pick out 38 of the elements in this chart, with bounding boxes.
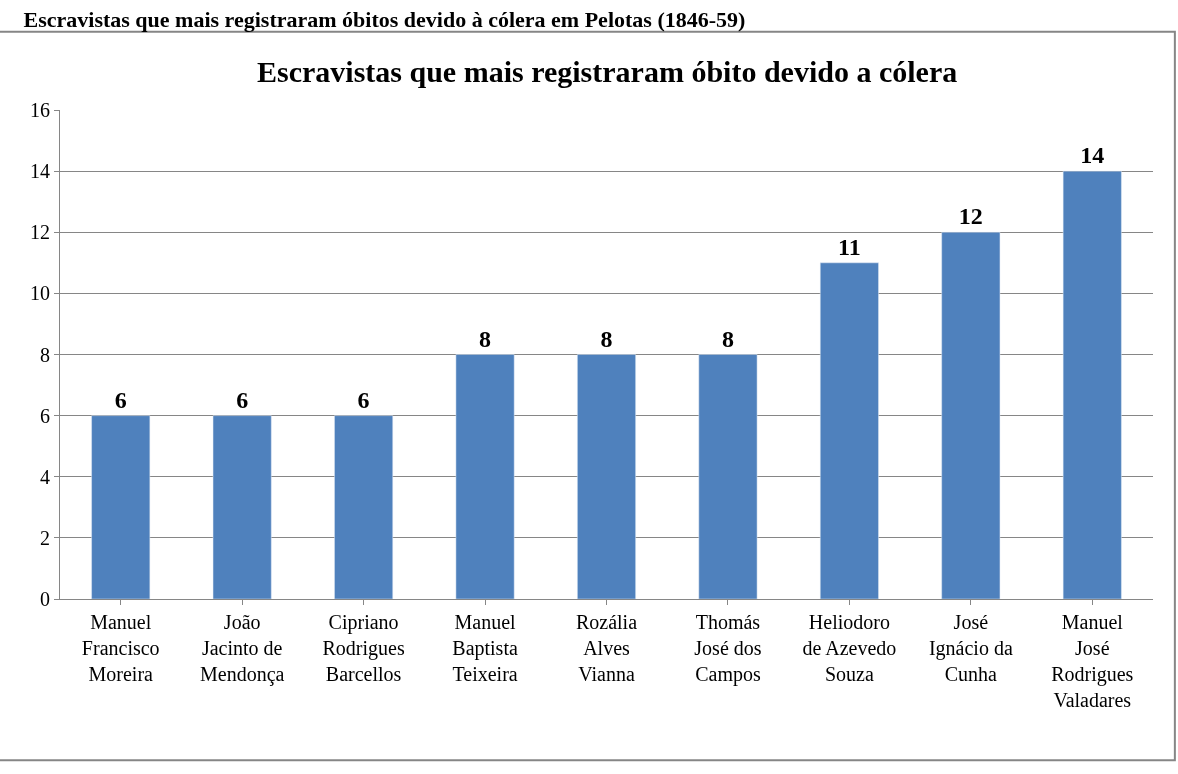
x-tick-label: Heliodoro de Azevedo Souza: [802, 611, 897, 685]
y-tick-label: 6: [40, 404, 50, 427]
data-label: 14: [1080, 142, 1105, 169]
data-label: 8: [600, 325, 613, 352]
bar: [577, 354, 636, 599]
chart-subtitle: Escravistas que mais registraram óbito devido a cólera: [257, 55, 958, 88]
bar: [941, 232, 1001, 599]
bar: [819, 262, 879, 599]
y-tick-label: 14: [30, 160, 50, 183]
data-label: 12: [958, 203, 983, 230]
y-tick-label: 8: [40, 343, 50, 366]
x-tick-label: Cipriano Rodrigues Barcellos: [322, 611, 405, 685]
bar: [334, 415, 394, 599]
y-tick-label: 10: [30, 282, 50, 305]
x-tick-label: Thomás José dos Campos: [694, 611, 762, 686]
y-tick-label: 12: [30, 221, 50, 244]
y-tick-label: 0: [40, 588, 50, 610]
data-label: 8: [479, 325, 492, 352]
bar: [455, 354, 515, 599]
bar: [1062, 170, 1122, 599]
data-label: 6: [357, 386, 370, 413]
bar: [698, 354, 758, 599]
data-label: 11: [838, 233, 861, 260]
x-tick-label: Manuel José Rodrigues Valadares: [1051, 611, 1134, 711]
chart-title: Escravistas que mais registraram óbitos devido à cólera em Pelotas (1846-59): [23, 7, 746, 33]
bar: [91, 415, 151, 599]
data-label: 6: [236, 386, 249, 413]
x-tick-label: Manuel Baptista Teixeira: [452, 611, 518, 685]
x-tick-label: João Jacinto de Mendonça: [199, 611, 285, 686]
x-tick-label: José Ignácio da Cunha: [928, 611, 1013, 685]
y-tick-label: 16: [30, 99, 50, 121]
x-tick-label: Rozália Alves Vianna: [575, 611, 638, 685]
data-label: 8: [721, 325, 734, 352]
x-tick-label: Manuel Francisco Moreira: [81, 611, 160, 685]
y-tick-label: 2: [40, 526, 50, 549]
y-tick-label: 4: [40, 465, 50, 488]
bar: [212, 415, 272, 599]
data-label: 6: [114, 386, 127, 413]
